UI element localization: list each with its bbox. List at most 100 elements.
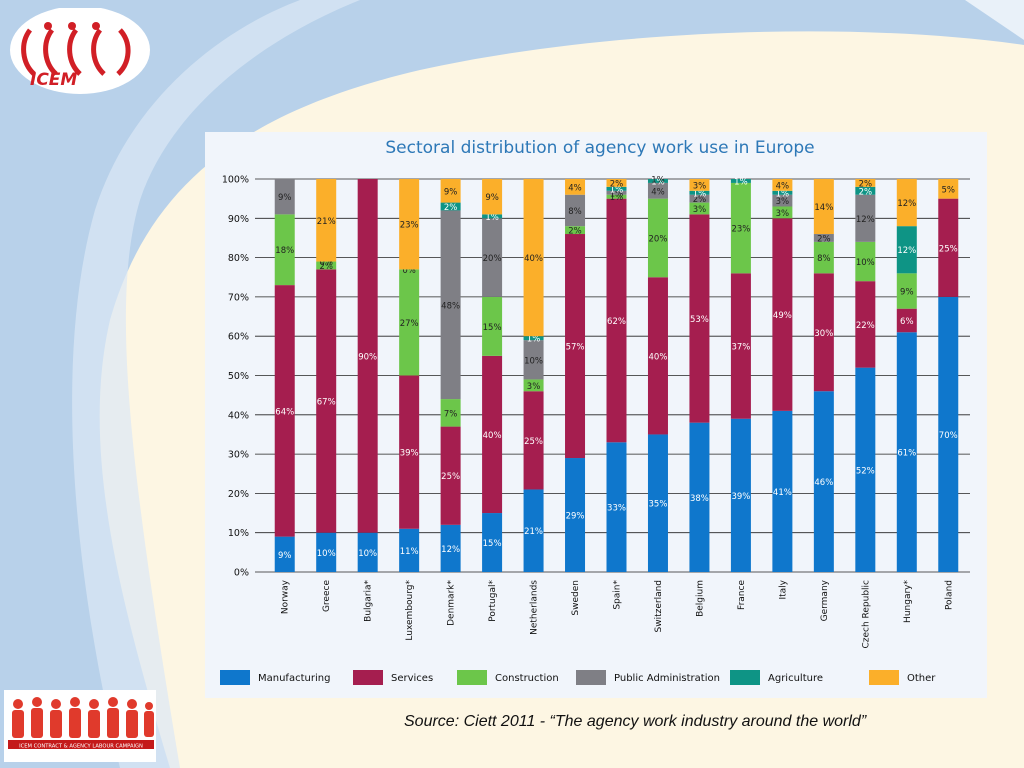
x-tick-label: Italy	[778, 579, 788, 599]
y-tick-label: 90%	[228, 214, 249, 225]
data-label: 90%	[358, 352, 377, 362]
data-label: 61%	[897, 449, 916, 459]
data-label: 12%	[856, 215, 875, 225]
data-label: 40%	[483, 431, 502, 441]
stacked-bar-chart: 0% 10% 20% 30% 40% 50% 60% 70% 80% 90% 100% 9% 64% 18…	[220, 175, 970, 685]
x-tick-label: Luxembourg*	[405, 580, 415, 641]
bar-segment	[357, 179, 378, 533]
bar-segment	[399, 528, 420, 572]
bar-segment	[523, 336, 544, 341]
bar-segment	[482, 179, 503, 215]
x-tick-label: Bulgaria*	[364, 580, 374, 622]
legend-label: Construction	[495, 673, 559, 684]
x-tick-label: Greece	[322, 580, 332, 612]
legend-swatch	[457, 670, 487, 685]
data-label: 12%	[441, 545, 460, 555]
legend-swatch	[576, 670, 606, 685]
bar-segment	[274, 179, 295, 215]
bar-segment	[440, 210, 461, 400]
data-label: 20%	[483, 254, 502, 264]
data-label: 52%	[856, 466, 875, 476]
chart-panel: Sectoral distribution of agency work use…	[205, 132, 987, 698]
bar-segment	[855, 179, 876, 187]
x-tick-label: Portugal*	[488, 580, 498, 622]
data-label: 9%	[900, 288, 914, 298]
legend-swatch	[869, 670, 899, 685]
data-label: 27%	[400, 319, 419, 329]
bar-segment	[606, 186, 627, 191]
bar-segment	[689, 179, 710, 191]
data-label: 10%	[358, 549, 377, 559]
x-tick-label: Sweden	[571, 580, 581, 616]
data-label: 3%	[776, 209, 790, 219]
bar-segment	[357, 532, 378, 572]
bar-segment	[565, 234, 586, 459]
data-label: 0%	[319, 258, 333, 268]
data-label: 2%	[859, 179, 873, 189]
x-tick-label: Belgium	[695, 580, 705, 617]
bar-segment	[606, 442, 627, 572]
bar-segment	[813, 179, 834, 235]
data-label: 1%	[693, 189, 707, 199]
data-label: 30%	[814, 329, 833, 339]
data-label: 2%	[610, 179, 624, 189]
bar-segment	[606, 179, 627, 187]
bar-segment	[316, 269, 337, 533]
data-label: 35%	[649, 500, 668, 510]
x-tick-label: Spain*	[613, 580, 623, 610]
data-label: 2%	[817, 234, 831, 244]
y-tick-label: 60%	[228, 332, 249, 343]
bar-segment	[896, 226, 917, 274]
bar-segment	[523, 179, 544, 337]
legend-swatch	[220, 670, 250, 685]
bar-segment	[772, 179, 793, 191]
bar-segment	[772, 410, 793, 572]
data-label: 15%	[483, 323, 502, 333]
bar-segment	[772, 206, 793, 219]
data-label: 9%	[278, 551, 292, 561]
x-tick-label: Czech Republic	[861, 580, 871, 649]
bar-segment	[647, 179, 668, 183]
bar-segment	[813, 273, 834, 392]
data-label: 39%	[400, 449, 419, 459]
icem-logo-text: ICEM	[30, 70, 78, 90]
y-tick-label: 40%	[228, 410, 249, 421]
data-label: 38%	[690, 494, 709, 504]
bar-segment	[896, 332, 917, 572]
bar-segment	[813, 234, 834, 242]
data-label: 70%	[939, 431, 958, 441]
bar-segment	[399, 269, 420, 376]
bar-segment	[896, 179, 917, 227]
data-label: 39%	[731, 492, 750, 502]
data-label: 3%	[776, 197, 790, 207]
data-label: 64%	[275, 407, 294, 417]
data-label: 1%	[610, 189, 624, 199]
bar-segment	[316, 261, 337, 270]
data-label: 3%	[693, 205, 707, 215]
bar-segment	[689, 422, 710, 572]
bar-segment	[482, 355, 503, 514]
legend-label: Public Administration	[614, 673, 720, 684]
data-label: 18%	[275, 246, 294, 256]
bar-segment	[565, 458, 586, 572]
bar-segment	[523, 379, 544, 392]
data-label: 2%	[693, 195, 707, 205]
data-label: 1%	[610, 185, 624, 195]
data-label: 1%	[485, 213, 499, 223]
x-tick-label: Hungary*	[903, 580, 913, 623]
bar-segment	[440, 399, 461, 427]
x-tick-label: France	[737, 580, 747, 610]
bar-segment	[482, 296, 503, 356]
bar-segment	[399, 179, 420, 270]
data-label: 33%	[607, 504, 626, 514]
bar-segment	[855, 367, 876, 572]
bar-segment	[440, 524, 461, 572]
legend-swatch	[353, 670, 383, 685]
bar-segment	[565, 226, 586, 235]
data-label: 40%	[649, 352, 668, 362]
bar-segment	[772, 194, 793, 207]
bar-segment	[606, 198, 627, 443]
data-label: 57%	[566, 343, 585, 353]
data-label: 15%	[483, 539, 502, 549]
data-label: 23%	[400, 221, 419, 231]
